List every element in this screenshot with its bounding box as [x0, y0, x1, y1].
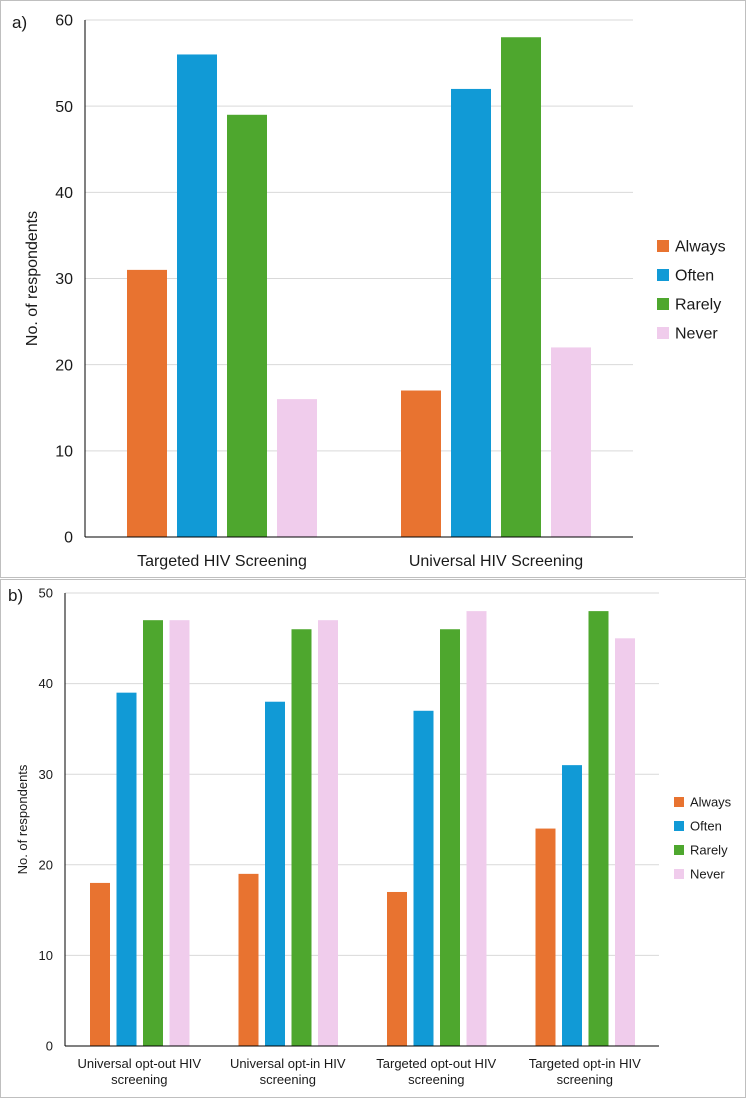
bar-never [169, 620, 190, 1046]
bar-always [535, 828, 556, 1046]
x-category-label: Targeted opt-out HIV [376, 1056, 496, 1071]
bar-rarely [143, 620, 163, 1046]
bar-often [413, 710, 434, 1046]
y-tick-label: 10 [39, 948, 53, 963]
legend-swatch-often [657, 269, 669, 281]
legend-swatch-often [674, 821, 684, 831]
panel-label: b) [8, 586, 23, 605]
bar-always [127, 269, 167, 537]
x-category-label: screening [260, 1072, 316, 1087]
bar-rarely [440, 629, 460, 1046]
y-tick-label: 60 [55, 13, 73, 30]
legend-swatch-always [674, 797, 684, 807]
y-tick-label: 50 [55, 99, 73, 116]
bar-always [401, 390, 441, 537]
y-tick-label: 20 [55, 357, 73, 374]
bar-never [318, 620, 338, 1046]
legend-label: Never [690, 867, 725, 882]
bar-never [615, 638, 635, 1046]
legend-swatch-never [657, 327, 669, 339]
bar-rarely [588, 611, 609, 1046]
y-tick-label: 0 [64, 530, 73, 547]
panel-label: a) [12, 13, 27, 32]
x-category-label: Universal opt-out HIV [77, 1056, 201, 1071]
legend-swatch-never [674, 869, 684, 879]
bar-often [116, 692, 137, 1046]
chart-panel-b: b) 0 10 20 30 40 50 No. of respondents Universal… [0, 579, 746, 1098]
legend-swatch-rarely [674, 845, 684, 855]
legend-label: Often [690, 819, 722, 834]
y-tick-label: 40 [55, 185, 73, 202]
x-category-label: Universal opt-in HIV [230, 1056, 346, 1071]
x-category-label: screening [408, 1072, 464, 1087]
x-category-label: Targeted HIV Screening [137, 553, 307, 570]
y-axis-title: No. of respondents [24, 211, 41, 346]
legend-swatch-always [657, 240, 669, 252]
y-tick-label: 20 [39, 857, 53, 872]
x-category-label: screening [111, 1072, 167, 1087]
y-axis-title: No. of respondents [15, 764, 30, 874]
legend-label: Always [690, 795, 732, 810]
legend-label: Always [675, 239, 726, 256]
bar-always [90, 882, 110, 1046]
y-tick-label: 10 [55, 443, 73, 460]
y-tick-label: 0 [46, 1039, 53, 1054]
legend-swatch-rarely [657, 298, 669, 310]
y-tick-label: 50 [39, 586, 53, 601]
bar-rarely [227, 114, 267, 538]
y-tick-label: 40 [39, 676, 53, 691]
legend-label: Rarely [690, 843, 728, 858]
legend-label: Often [675, 268, 714, 285]
bar-never [466, 611, 487, 1046]
legend-label: Rarely [675, 297, 721, 314]
bar-never [551, 347, 591, 537]
chart-a-svg: a) 0 10 20 30 40 50 60 No. of respondents Targete… [12, 13, 726, 570]
bar-never [277, 399, 317, 537]
bar-always [238, 873, 259, 1046]
chart-b-svg: b) 0 10 20 30 40 50 No. of respondents Universal… [8, 586, 732, 1087]
bar-often [562, 765, 582, 1046]
bar-rarely [501, 37, 541, 537]
bar-often [451, 88, 491, 537]
x-category-label: Universal HIV Screening [409, 553, 583, 570]
legend-label: Never [675, 326, 718, 343]
y-tick-label: 30 [39, 767, 53, 782]
x-category-label: Targeted opt-in HIV [529, 1056, 641, 1071]
chart-panel-a: a) 0 10 20 30 40 50 60 No. of respondents Targete… [0, 0, 746, 578]
y-tick-label: 30 [55, 271, 73, 288]
bar-always [387, 891, 407, 1046]
x-category-label: screening [557, 1072, 613, 1087]
bar-rarely [291, 629, 312, 1046]
bar-often [265, 701, 285, 1046]
bar-often [177, 54, 217, 537]
